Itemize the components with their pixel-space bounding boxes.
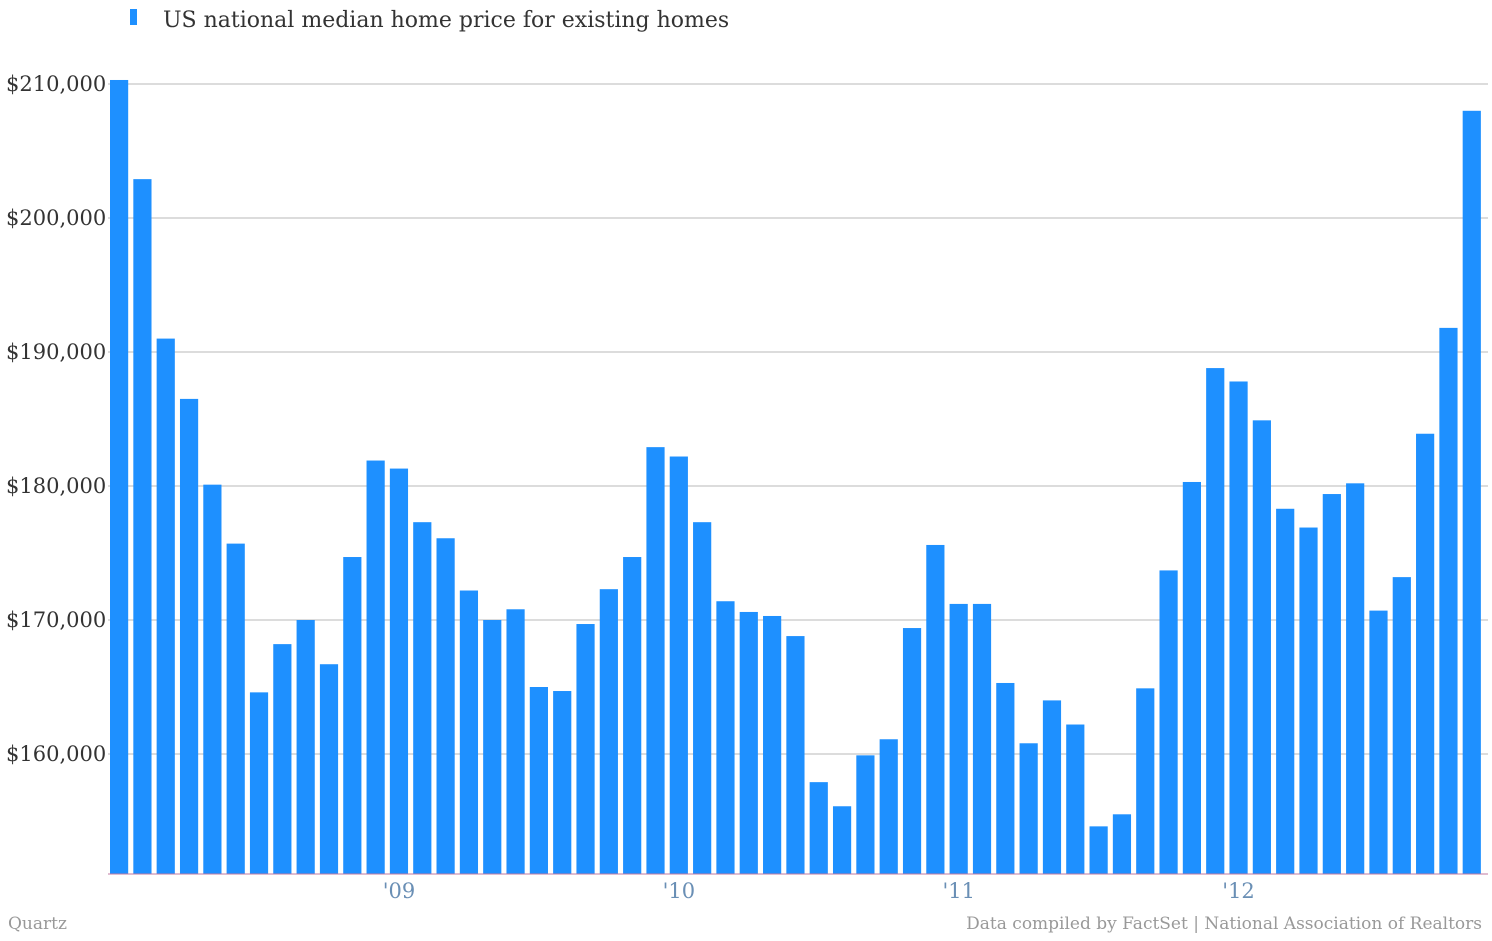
- x-tick-label: '09: [383, 879, 416, 903]
- bar: [1276, 508, 1295, 874]
- bar: [623, 557, 642, 874]
- legend: US national median home price for existi…: [130, 8, 729, 33]
- x-tick-label: '10: [663, 879, 696, 903]
- bar: [1346, 483, 1365, 874]
- bar: [576, 624, 595, 874]
- bar: [1229, 381, 1248, 874]
- bar: [319, 664, 339, 874]
- bar: [716, 601, 735, 874]
- bar: [949, 603, 968, 874]
- bar: [389, 468, 409, 874]
- y-tick-label: $210,000: [6, 72, 106, 96]
- x-tick-label: '12: [1222, 879, 1255, 903]
- y-axis-tick-labels: $160,000 $170,000 $180,000 $190,000 $200,000…: [6, 72, 106, 766]
- y-tick-label: $160,000: [6, 742, 106, 766]
- bar: [646, 447, 665, 874]
- bar: [273, 644, 292, 874]
- bars: [110, 79, 1481, 875]
- bar: [483, 620, 502, 874]
- bar: [459, 590, 479, 874]
- bar: [1089, 826, 1108, 874]
- bar: [926, 544, 945, 874]
- bar: [1136, 688, 1155, 874]
- bar: [599, 589, 618, 874]
- bar: [366, 460, 385, 874]
- y-tick-label: $200,000: [6, 206, 106, 230]
- bar: [693, 522, 712, 874]
- bar: [156, 338, 175, 875]
- bar: [553, 691, 572, 874]
- bar: [786, 636, 805, 874]
- y-tick-label: $190,000: [6, 340, 106, 364]
- bar: [1042, 700, 1062, 874]
- bar: [1019, 743, 1038, 874]
- bar: [1159, 570, 1178, 874]
- bar: [110, 79, 129, 875]
- legend-label: US national median home price for existi…: [163, 8, 729, 33]
- bar: [1369, 610, 1388, 874]
- bar: [1066, 724, 1085, 874]
- bar: [1392, 577, 1411, 874]
- bar: [669, 456, 688, 874]
- bar: [413, 522, 432, 874]
- bar: [1299, 527, 1318, 874]
- x-axis-tick-labels: '09 '10 '11 '12: [383, 879, 1255, 903]
- bar: [1439, 327, 1458, 874]
- x-tick-label: '11: [942, 879, 975, 903]
- bar: [879, 739, 898, 874]
- bar: [226, 543, 245, 874]
- bar: [203, 484, 222, 874]
- bar: [1252, 420, 1271, 874]
- bar: [529, 687, 548, 874]
- bar: [1416, 433, 1435, 874]
- y-tick-label: $180,000: [6, 474, 106, 498]
- bar: [436, 538, 455, 874]
- bar: [972, 603, 992, 874]
- bar: [506, 609, 525, 874]
- bar: [763, 615, 782, 874]
- bar: [739, 611, 758, 874]
- bar: [996, 682, 1015, 874]
- bar: [902, 628, 922, 874]
- bar: [1322, 494, 1341, 874]
- bar: [179, 398, 199, 874]
- bar: [343, 557, 362, 874]
- bar: [1462, 110, 1481, 875]
- bar: [809, 782, 828, 874]
- bar: [296, 620, 315, 874]
- bar: [133, 179, 152, 874]
- bar: [249, 692, 269, 874]
- legend-swatch: [130, 9, 137, 25]
- bar: [1112, 814, 1132, 874]
- bar: [1182, 481, 1201, 874]
- footer-source-right: Data compiled by FactSet | National Asso…: [966, 914, 1482, 934]
- bar: [832, 806, 852, 874]
- bar: [856, 755, 875, 874]
- bar: [1206, 368, 1225, 874]
- y-tick-label: $170,000: [6, 608, 106, 632]
- footer-source-left: Quartz: [8, 914, 67, 934]
